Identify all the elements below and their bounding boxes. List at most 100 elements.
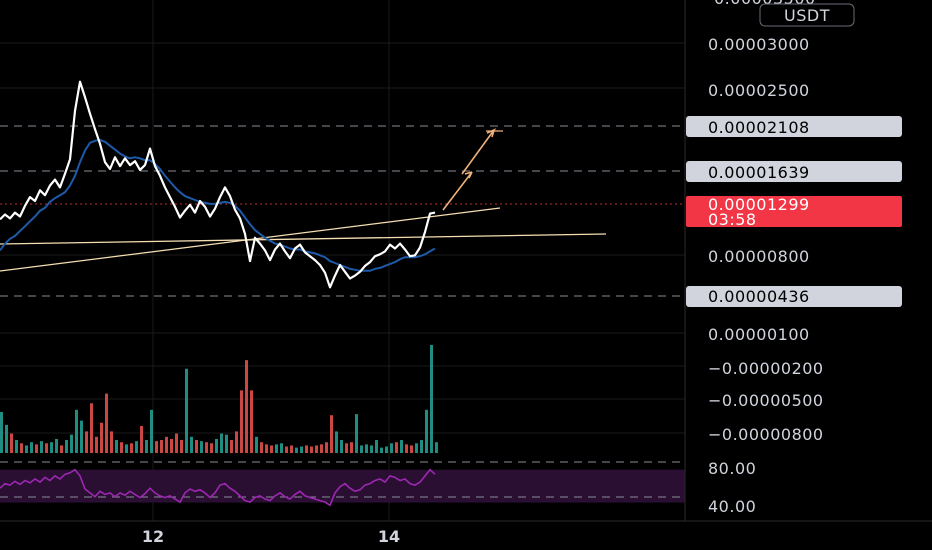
price-axis-label: −0.00000200 [708,359,824,378]
volume-bar [405,444,408,453]
volume-bar [185,368,188,453]
level-tag-label: 0.00002108 [708,118,810,137]
level-tag-label: 0.00000436 [708,287,810,306]
volume-bar [0,411,3,453]
volume-bar [165,436,168,453]
volume-bar [215,438,218,453]
volume-bar [105,393,108,453]
price-line [0,80,436,289]
volume-bar [225,434,228,453]
volume-bar [350,442,353,453]
trendlines [0,207,607,272]
volume-bar [260,442,263,453]
volume-bar [180,440,183,453]
price-axis-label: 0.00000800 [708,247,810,266]
volume-bar [410,445,413,453]
arrow-to-level-1639 [442,171,473,211]
rsi-pane [0,461,685,507]
volume-bar [365,444,368,453]
volume-bar [320,444,323,453]
volume-bar [340,440,343,453]
volume-bar [335,431,338,453]
volume-bar [120,442,123,453]
volume-bar [200,441,203,453]
volume-bar [115,440,118,453]
volume-bar [400,440,403,453]
volume-bar [370,445,373,453]
price-axis-label: −0.00000800 [708,425,824,444]
volume-bar [15,440,18,453]
volume-bar [230,440,233,453]
volume-bar [250,390,253,453]
level-tag-1639[interactable]: 0.00001639 [686,161,902,182]
volume-bar [255,436,258,453]
volume-bar [155,441,158,453]
volume-bars [0,345,438,453]
volume-bar [140,426,143,453]
price-series [0,80,436,289]
projection-arrows [442,128,503,211]
volume-bar [65,440,68,453]
volume-bar [130,443,133,453]
volume-bar [110,431,113,453]
rising-trendline [0,207,501,272]
volume-bar [280,443,283,453]
volume-bar [160,440,163,453]
volume-bar [310,446,313,453]
price-axis[interactable]: 0.00003500 USDT 0.00003000 0.00002500 0.… [684,0,855,521]
volume-bar [5,424,8,453]
volume-bar [40,441,43,453]
volume-bar [50,442,53,453]
volume-bar [25,445,28,453]
volume-bar [45,443,48,453]
volume-bar [125,444,128,453]
rsi-line [0,468,436,507]
time-axis[interactable]: 12 14 [0,520,932,546]
rsi-axis-label: 80.00 [708,459,756,478]
volume-bar [395,442,398,453]
level-tag-436[interactable]: 0.00000436 [686,286,902,307]
price-axis-label: 0.00003000 [708,35,810,54]
time-axis-label: 14 [378,527,400,546]
volume-bar [135,441,138,453]
volume-bar [420,440,423,453]
time-axis-label: 12 [142,527,164,546]
horizontal-trendline [0,233,607,245]
currency-label: USDT [784,6,830,25]
level-tag-2108[interactable]: 0.00002108 [686,116,902,137]
price-axis-label: 0.00000100 [708,325,810,344]
rsi-axis[interactable]: 80.00 40.00 [708,459,756,516]
currency-badge [759,3,855,27]
volume-bar [300,446,303,453]
volume-bar [35,444,38,453]
volume-bar [355,414,358,453]
volume-bar [430,345,433,453]
volume-bar [245,360,248,453]
volume-bar [85,431,88,453]
volume-bar [70,434,73,453]
grid [0,0,685,521]
volume-bar [60,445,63,453]
volume-bar [175,433,178,453]
volume-bar [330,415,333,453]
volume-bar [415,443,418,453]
price-axis-label: −0.00000500 [708,391,824,410]
volume-bar [295,447,298,453]
volume-bar [150,409,153,453]
volume-bar [285,446,288,453]
volume-bar [75,409,78,453]
volume-bar [315,445,318,453]
volume-bar [270,445,273,453]
volume-bar [30,442,33,453]
volume-bar [360,445,363,453]
candle-countdown: 03:58 [708,210,757,229]
volume-bar [80,420,83,453]
level-lines [0,125,685,297]
volume-bar [55,438,58,453]
volume-bar [390,443,393,453]
rsi-axis-label: 40.00 [708,497,756,516]
volume-bar [170,438,173,453]
current-price-tag[interactable]: 0.00001299 03:58 [686,195,902,229]
